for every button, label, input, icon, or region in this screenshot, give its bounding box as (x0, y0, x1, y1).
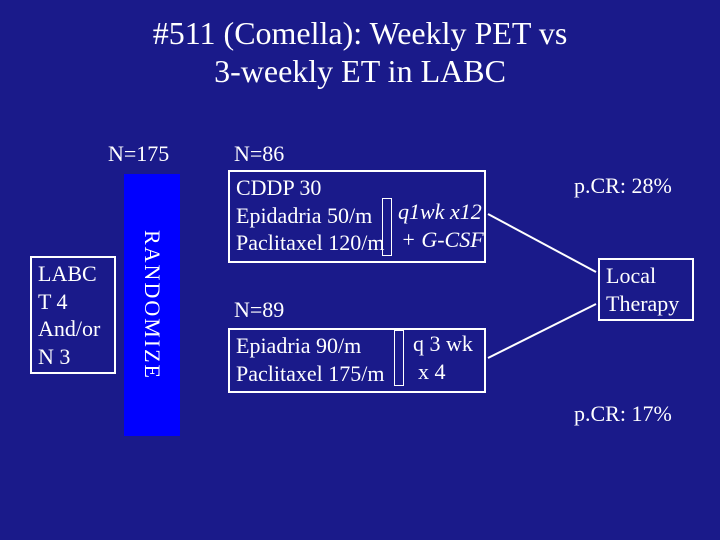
connector-lines (0, 0, 720, 540)
